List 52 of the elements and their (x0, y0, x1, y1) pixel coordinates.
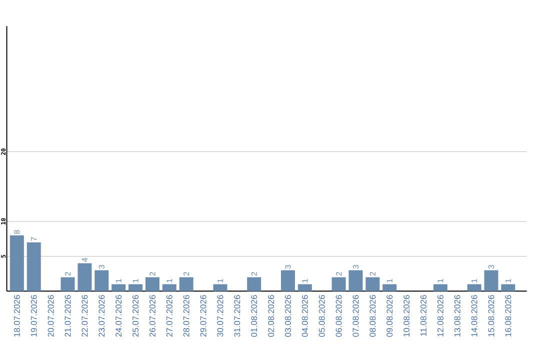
bar (60, 277, 75, 292)
x-tick-label: 23.07.2026 (98, 295, 105, 337)
bar (348, 270, 363, 292)
x-tick-label: 19.07.2026 (30, 295, 37, 336)
bar (467, 284, 482, 292)
bar (501, 284, 516, 292)
bar (162, 284, 176, 292)
x-tick-label: 22.07.2026 (82, 295, 88, 337)
bar (112, 284, 126, 292)
bar (78, 263, 92, 292)
x-tick-label: 14.08.2026 (471, 295, 478, 336)
x-tick-label: 29.07.2026 (200, 295, 206, 337)
bar (247, 277, 262, 292)
x-tick-label: 13.08.2026 (454, 295, 460, 336)
x-tick-label: 12.08.2026 (437, 295, 444, 336)
x-tick-label: 08.08.2026 (370, 295, 376, 337)
bar (145, 277, 160, 292)
x-tick-label: 24.07.2026 (116, 295, 122, 337)
bar (332, 277, 346, 292)
bar (298, 284, 312, 292)
x-tick-label: 20.07.2026 (48, 295, 54, 337)
x-tick-label: 01.08.2026 (251, 295, 258, 337)
x-tick-label: 25.07.2026 (132, 295, 139, 337)
bar (10, 235, 24, 292)
bar (382, 284, 397, 292)
bar (366, 277, 380, 292)
bar (128, 284, 143, 292)
x-tick-label: 04.08.2026 (302, 295, 308, 337)
x-tick-label: 15.08.2026 (488, 295, 494, 336)
x-tick-label: 16.08.2026 (505, 295, 512, 336)
x-tick-label: 30.07.2026 (217, 295, 224, 337)
bar (280, 270, 295, 292)
x-tick-label: 10.08.2026 (404, 295, 410, 336)
x-tick-label: 03.08.2026 (284, 295, 291, 337)
x-tick-label: 06.08.2026 (336, 295, 342, 337)
x-tick-label: 31.07.2026 (234, 295, 240, 337)
x-tick-label: 11.08.2026 (420, 295, 426, 336)
bar (26, 242, 41, 292)
x-tick-label: 09.08.2026 (386, 295, 393, 337)
bar (433, 284, 448, 292)
bar (179, 277, 194, 292)
x-tick-label: 07.08.2026 (352, 295, 359, 337)
x-tick-label: 18.07.2026 (14, 295, 20, 336)
x-tick-label: 27.07.2026 (166, 295, 172, 337)
bar (484, 270, 498, 292)
x-tick-label: 26.07.2026 (149, 295, 156, 337)
bar (213, 284, 228, 292)
x-tick-label: 21.07.2026 (64, 295, 71, 337)
x-tick-label: 05.08.2026 (318, 295, 325, 337)
bar (94, 270, 109, 292)
x-tick-label: 02.08.2026 (268, 295, 274, 337)
x-tick-label: 28.07.2026 (183, 295, 190, 337)
